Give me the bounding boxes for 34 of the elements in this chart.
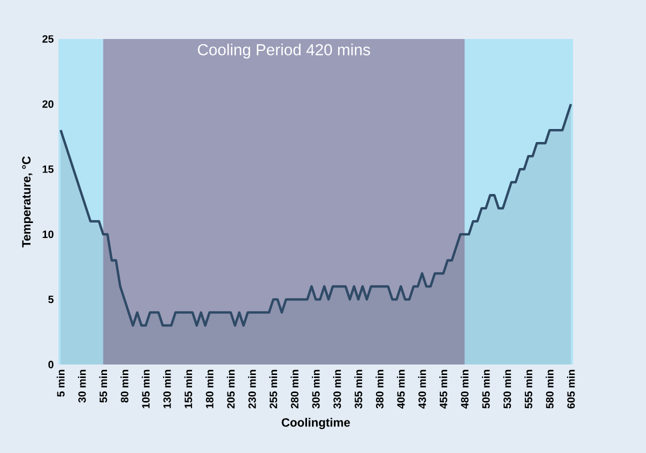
x-tick-label: 380 min xyxy=(376,370,384,408)
x-tick-label: 280 min xyxy=(290,370,298,408)
x-tick-label: 580 min xyxy=(546,370,554,408)
x-tick-label: 605 min xyxy=(567,370,575,408)
x-tick-label: 130 min xyxy=(163,370,171,408)
y-axis-title: Temperature, °C xyxy=(22,156,33,248)
y-tick-label: 15 xyxy=(42,165,54,173)
x-tick-label: 155 min xyxy=(184,370,192,408)
x-tick-label: 30 min xyxy=(78,370,86,402)
x-tick-label: 555 min xyxy=(524,370,532,408)
x-tick-label: 330 min xyxy=(333,370,341,408)
x-tick-label: 5 min xyxy=(56,370,65,396)
x-tick-label: 230 min xyxy=(248,370,256,408)
x-tick-label: 355 min xyxy=(354,370,362,408)
x-tick-label: 530 min xyxy=(503,370,512,408)
y-tick-label: 10 xyxy=(42,230,54,238)
x-axis-title: Coolingtime xyxy=(282,418,350,429)
y-tick-label: 25 xyxy=(42,35,54,43)
x-tick-label: 105 min xyxy=(142,370,150,408)
x-tick-label: 455 min xyxy=(439,370,448,408)
x-tick-label: 430 min xyxy=(418,370,426,408)
x-tick-label: 480 min xyxy=(460,370,469,408)
x-tick-label: 55 min xyxy=(99,370,108,402)
band-label: Cooling Period 420 mins xyxy=(198,44,370,58)
x-tick-label: 505 min xyxy=(482,370,490,408)
y-tick-label: 5 xyxy=(48,296,54,303)
x-tick-label: 205 min xyxy=(226,370,235,408)
x-tick-label: 305 min xyxy=(312,370,320,408)
x-tick-label: 180 min xyxy=(206,370,214,408)
x-tick-label: 405 min xyxy=(396,370,405,408)
x-tick-label: 80 min xyxy=(120,370,128,402)
x-tick-label: 255 min xyxy=(269,370,278,408)
y-tick-label: 0 xyxy=(48,360,54,368)
y-tick-label: 20 xyxy=(42,100,54,108)
